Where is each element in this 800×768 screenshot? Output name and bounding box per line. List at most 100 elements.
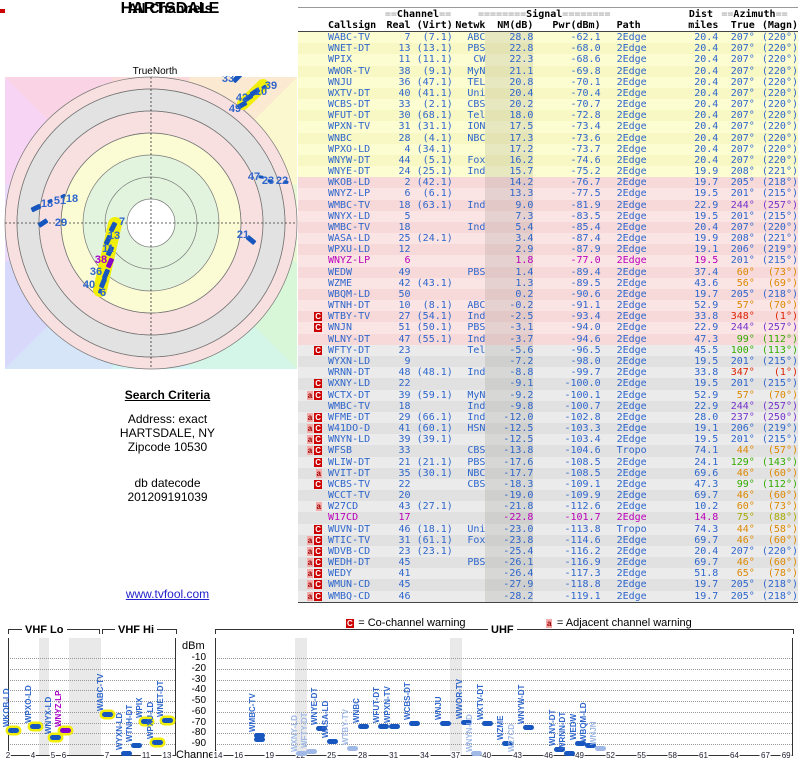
cell-net: TEL [467,76,486,88]
cell-magn: (220°) [761,65,798,77]
cell-real: 9 [404,355,411,367]
cell-path: 2Edge [616,255,647,267]
cell-path: 2Edge [616,501,647,513]
adjacent-channel-warning-icon: a [306,435,314,445]
table-row: WNYZ-LP 6 1.8 -77.0 2Edge 19.5 201° (215°) [298,255,798,267]
uhf-tick-25: 25 [326,751,338,760]
cell-net [453,188,486,199]
cell-virt: (68.1) [416,110,453,122]
cell-nm: -23.0 [485,523,534,535]
signal-bar-WPIX [141,718,152,724]
cell-path: 2Edge [616,344,647,356]
cell-pwr: -104.6 [564,445,601,457]
signal-bar-label-WWOR-TV: WWOR-TV [454,679,464,720]
cell-path: 2Edge [616,110,647,122]
cell-nm: 7.3 [485,210,534,222]
table-row: WNYZ-LP 6 (6.1) 13.3 -77.5 2Edge 19.5 201° (215°… [298,188,798,200]
cell-real: 20 [398,490,411,502]
table-column-header: Callsign Real (Virt) Netwk NM(dB) Pwr(dB… [298,20,798,31]
cell-real: 50 [398,288,411,300]
uhf-tick-52: 52 [605,751,616,760]
signal-bar-label-WTBY-TV: WTBY-TV [341,708,351,745]
cell-virt [411,512,453,523]
table-row: a W27CD 43 (27.1) -21.8 -112.6 2Edge 10.2 60° (73… [298,501,798,513]
cell-magn: (218°) [761,288,798,300]
warning-badges [298,211,322,222]
cell-true: 56° [736,277,755,289]
cell-pwr: -83.5 [570,210,601,222]
cell-net: Tel [467,110,486,122]
radar-marker-ch23 [267,179,273,183]
cell-call: WRNN-DT [328,367,371,379]
cell-magn: (73°) [767,501,798,513]
signal-bar-label-WPIX: WPIX [135,697,144,718]
tvfool-link[interactable]: www.tvfool.com [125,587,210,601]
cell-nm: 20.2 [485,99,534,111]
cell-net [453,233,486,244]
cell-nm: -12.0 [485,411,534,424]
table-row: WYXN-LD 9 -7.2 -98.0 2Edge 19.5 201° (215°) [298,355,798,368]
table-row: WTNH-DT 10 (8.1) ABC -0.2 -91.1 2Edge 52.9 57° (7… [298,300,798,312]
cell-call: WMUN-CD [328,579,371,591]
cell-virt: (11.1) [416,54,453,66]
warning-badges: C [298,524,322,535]
adjacent-channel-warning-icon: a [306,390,314,400]
cell-real: 12 [398,244,411,256]
cell-net [453,490,486,501]
warning-badges [298,66,322,77]
co-channel-warning-icon: C [314,558,322,568]
uhf-tick-31: 31 [388,751,400,760]
cell-true: 201° [730,434,755,446]
cell-call: WNJU [328,76,353,88]
cell-virt: (60.1) [416,423,453,435]
adjacent-channel-warning-icon: a [306,580,314,590]
warning-badges [298,43,322,54]
cell-nm: -9.8 [485,400,534,412]
cell-virt [411,490,453,501]
uhf-tick-16: 16 [233,751,245,760]
cell-pwr: -68.0 [570,43,601,55]
warning-badges [298,222,322,233]
uhf-tick-28: 28 [357,751,369,760]
cell-magn: (70°) [767,300,798,312]
signal-bar-label-WKOB-LD: WKOB-LD [2,688,11,727]
cell-true: 60° [736,266,755,278]
cell-net: ABC [467,32,486,43]
warning-badges [298,121,322,132]
cell-virt: (34.1) [416,143,453,155]
cell-pwr: -119.1 [564,590,601,602]
cell-pwr: -77.0 [570,255,601,267]
cell-call: WLNY-DT [328,333,371,345]
warning-badges [298,512,322,523]
co-channel-warning-icon: C [314,424,322,434]
cell-net: MyN [467,389,486,401]
uhf-tick-43: 43 [512,751,524,760]
signal-bar-WMBC-TV [254,733,266,739]
cell-virt [411,579,453,590]
radar-marker-ch39 [261,84,267,90]
cell-virt [411,568,453,579]
channel-axis-title: Channel [176,749,217,761]
uhf-left-border [215,638,216,755]
cell-nm: 1.3 [485,277,534,289]
cell-call: WBQM-LD [328,288,371,300]
cell-nm: 17.2 [485,143,534,155]
uhf-tick-37: 37 [450,751,462,760]
radar-marker-ch40 [99,277,107,289]
gridline-vhf [8,668,175,670]
cell-real: 31 [398,121,411,133]
warning-badges [298,233,322,244]
table-rows: WABC-TV 7 (7.1) ABC 28.8 -62.1 2Edge 20.4 207° (2… [298,32,798,602]
cell-nm: 28.8 [485,32,534,44]
cell-net: CBS [467,478,486,490]
cell-real: 45 [398,579,411,591]
band-gap-stripe [39,638,49,755]
signal-bar-WNYW-DT [522,725,534,731]
cell-true: 207° [730,43,755,55]
signal-bar-WTBY-TV [347,745,359,751]
cell-magn: (1°) [773,311,798,323]
radar-marker-ch7 [108,221,118,233]
cell-call: WPXN-TV [328,121,371,133]
